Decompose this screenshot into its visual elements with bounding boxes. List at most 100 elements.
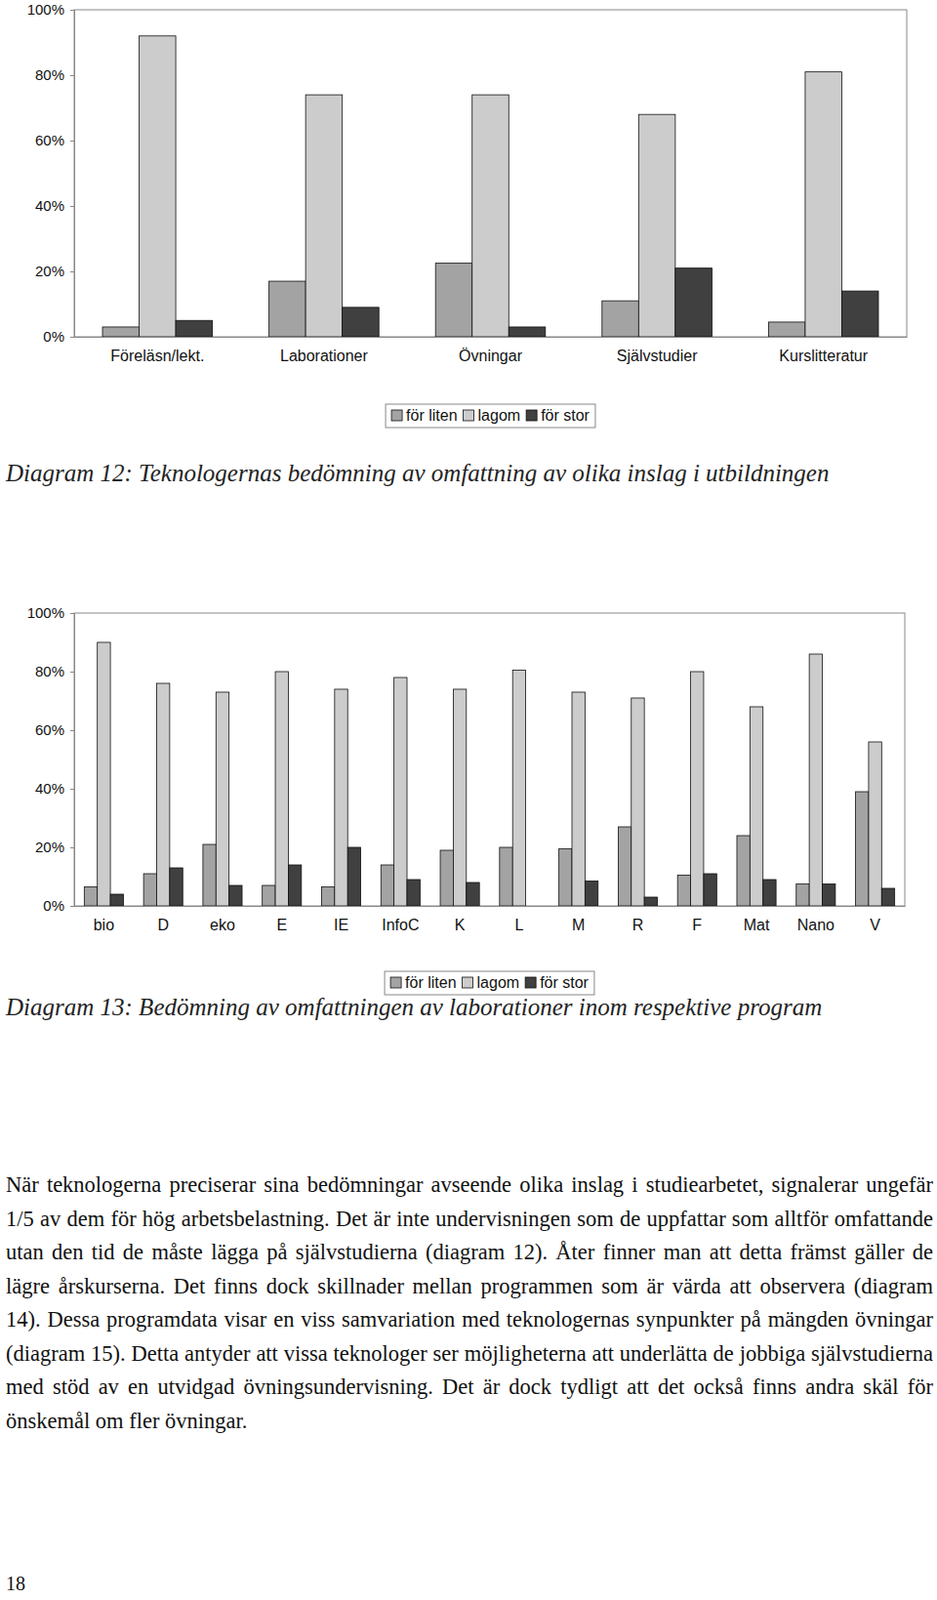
legend-item: för stor bbox=[525, 974, 589, 991]
y-tick-mark bbox=[70, 671, 75, 673]
y-tick-label: 80% bbox=[35, 66, 65, 83]
bar bbox=[841, 290, 879, 337]
bar bbox=[466, 882, 480, 906]
body-text: När teknologerna preciserar sina bedömni… bbox=[5, 1168, 934, 1438]
caption: Diagram 13: Bedömning av omfattningen av… bbox=[5, 990, 899, 1023]
x-tick-label: eko bbox=[209, 916, 236, 934]
bar bbox=[440, 850, 453, 906]
x-tick-label: F bbox=[692, 916, 702, 934]
legend-item: för liten bbox=[391, 407, 457, 424]
x-tick: bio bbox=[93, 905, 115, 934]
x-tick-label: Laborationer bbox=[280, 347, 369, 365]
bar bbox=[347, 847, 361, 906]
bar bbox=[675, 268, 713, 337]
bars bbox=[102, 36, 879, 337]
legend: för liten lagom för stor bbox=[384, 971, 595, 995]
bar bbox=[868, 741, 882, 906]
page: 0% 20% 40% 60% 80% 100% Föreläsn/lekt. Laborati… bbox=[0, 0, 937, 1600]
y-tick-mark bbox=[70, 847, 75, 849]
bar bbox=[102, 326, 140, 337]
x-tick: F bbox=[692, 905, 702, 934]
y-tick-label: 100% bbox=[27, 0, 65, 18]
bar bbox=[452, 689, 466, 906]
x-tick-label: L bbox=[514, 916, 524, 934]
legend-label: för liten bbox=[405, 974, 456, 991]
x-tick-label: M bbox=[571, 916, 585, 934]
bar bbox=[571, 692, 585, 906]
x-tick-label: Självstudier bbox=[616, 347, 698, 365]
bar bbox=[736, 835, 750, 906]
x-tick: Föreläsn/lekt. bbox=[110, 336, 204, 365]
bar bbox=[287, 864, 301, 906]
y-tick: 20% bbox=[35, 838, 75, 856]
x-tick-label: V bbox=[869, 916, 881, 934]
bar bbox=[169, 867, 183, 906]
y-tick: 40% bbox=[35, 197, 75, 214]
bar bbox=[472, 94, 510, 337]
legend-swatch bbox=[462, 977, 474, 988]
y-tick: 60% bbox=[35, 721, 75, 738]
y-tick: 100% bbox=[27, 0, 75, 18]
bar bbox=[602, 300, 640, 337]
y-tick-mark bbox=[70, 612, 75, 614]
x-tick: Laborationer bbox=[280, 336, 369, 365]
caption: Diagram 12: Teknologernas bedömning av o… bbox=[5, 456, 899, 489]
y-tick-label: 60% bbox=[35, 721, 65, 738]
legend-label: lagom bbox=[478, 407, 522, 424]
legend-box bbox=[385, 404, 596, 428]
chart: 0%20%40%60%80%100%bioDekoEIEInfoCKLMRFMa… bbox=[27, 604, 906, 995]
y-tick-label: 60% bbox=[35, 131, 65, 149]
y-tick-label: 40% bbox=[35, 779, 65, 797]
legend-label: för stor bbox=[540, 407, 590, 424]
bar bbox=[175, 320, 213, 337]
legend-label: för stor bbox=[539, 974, 589, 991]
x-axis: bioDekoEIEInfoCKLMRFMatNanoV bbox=[75, 905, 906, 934]
x-axis-line bbox=[75, 336, 908, 338]
x-tick: eko bbox=[209, 905, 236, 934]
series bbox=[139, 36, 843, 337]
y-tick-mark bbox=[70, 271, 75, 273]
y-tick-label: 80% bbox=[35, 662, 65, 680]
x-tick-label: Övningar bbox=[458, 347, 524, 365]
bar bbox=[855, 791, 869, 906]
bar bbox=[763, 879, 776, 906]
x-tick: K bbox=[454, 905, 466, 934]
legend-swatch bbox=[525, 977, 536, 988]
y-tick: 0% bbox=[42, 896, 75, 914]
x-tick-label: Mat bbox=[743, 916, 771, 934]
x-tick-label: Föreläsn/lekt. bbox=[110, 347, 204, 365]
y-tick: 80% bbox=[35, 662, 75, 680]
legend-swatch bbox=[391, 409, 403, 421]
bar bbox=[380, 864, 394, 906]
bar bbox=[156, 683, 169, 906]
x-tick: Övningar bbox=[458, 336, 524, 365]
x-tick-label: R bbox=[632, 916, 645, 934]
legend-label: lagom bbox=[477, 974, 521, 991]
x-tick: Kurslitteratur bbox=[778, 336, 868, 365]
y-axis-line bbox=[70, 10, 76, 338]
bar bbox=[638, 114, 676, 337]
plot-frame bbox=[74, 9, 907, 337]
y-tick: 60% bbox=[35, 131, 75, 149]
bar bbox=[97, 642, 111, 906]
bar bbox=[512, 670, 526, 907]
y-tick-mark bbox=[70, 205, 75, 207]
bar bbox=[215, 692, 229, 906]
bar bbox=[435, 263, 473, 337]
bar bbox=[691, 671, 704, 906]
bar bbox=[269, 281, 307, 337]
bar bbox=[617, 826, 631, 906]
bar bbox=[796, 884, 810, 907]
x-tick: InfoC bbox=[381, 905, 419, 934]
bar bbox=[394, 677, 408, 906]
series bbox=[97, 642, 883, 906]
legend-swatch bbox=[526, 409, 537, 421]
legend-box bbox=[384, 971, 595, 995]
x-tick-label: K bbox=[454, 916, 466, 934]
legend-item: lagom bbox=[463, 407, 522, 424]
x-tick: D bbox=[157, 905, 169, 934]
x-tick-label: E bbox=[276, 916, 287, 934]
legend-item: för stor bbox=[526, 407, 590, 424]
x-tick: L bbox=[514, 905, 524, 934]
y-tick-mark bbox=[70, 730, 75, 732]
